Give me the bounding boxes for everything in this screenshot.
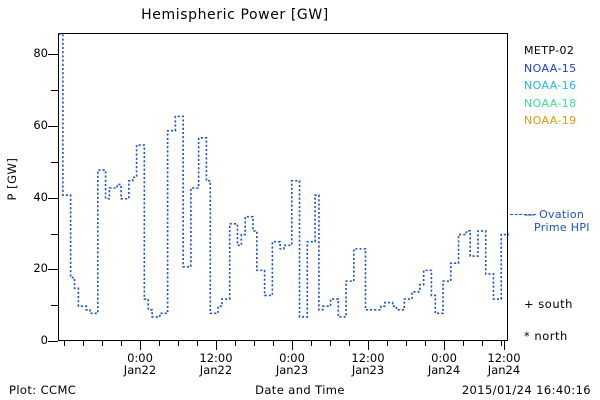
y-axis-minor-tick bbox=[51, 90, 58, 92]
x-axis-minor-tick bbox=[234, 341, 236, 346]
x-tick-date: Jan22 bbox=[123, 363, 157, 377]
footer-plot-credit: Plot: CCMC bbox=[9, 383, 77, 397]
x-axis-minor-tick bbox=[387, 341, 388, 346]
x-axis-minor-tick bbox=[349, 341, 350, 346]
y-axis-tick bbox=[48, 197, 58, 199]
ovation-legend-line2: Prime HPI bbox=[534, 221, 590, 234]
x-axis-minor-tick bbox=[272, 341, 274, 346]
x-axis-tick-label: 0:00 Jan22 bbox=[100, 352, 180, 376]
legend-item-noaa-18: NOAA-18 bbox=[524, 96, 577, 110]
x-axis-tick bbox=[503, 341, 505, 350]
x-tick-time: 12:00 bbox=[351, 351, 385, 365]
legend-item-noaa-19: NOAA-19 bbox=[524, 114, 577, 127]
y-axis-tick bbox=[48, 54, 58, 56]
x-axis-tick bbox=[215, 341, 217, 350]
y-axis-tick-label: 60 bbox=[33, 118, 48, 133]
y-axis-tick-label: 40 bbox=[33, 189, 48, 204]
x-axis-minor-tick bbox=[253, 341, 255, 346]
y-axis-tick bbox=[48, 126, 58, 128]
legend-item-noaa-16: NOAA-16 bbox=[524, 79, 577, 92]
y-axis-minor-tick bbox=[51, 305, 58, 307]
x-axis-minor-tick bbox=[196, 341, 198, 346]
x-axis-tick bbox=[292, 341, 293, 350]
legend-symbol-south: + south bbox=[524, 297, 573, 311]
legend-item-noaa-15: NOAA-15 bbox=[524, 61, 577, 75]
x-tick-date: Jan24 bbox=[487, 363, 521, 377]
x-axis-title: Date and Time bbox=[255, 383, 345, 397]
x-axis-tick-label: 0:00 Jan23 bbox=[252, 352, 332, 376]
x-axis-minor-tick bbox=[406, 341, 407, 346]
x-axis-minor-tick bbox=[158, 341, 160, 346]
x-axis-minor-tick bbox=[311, 341, 312, 346]
ovation-legend-label: — Ovation Prime HPI bbox=[524, 208, 590, 234]
x-axis-minor-tick bbox=[177, 341, 179, 346]
x-tick-time: 12:00 bbox=[199, 351, 233, 365]
y-axis-title: P [GW] bbox=[5, 157, 19, 201]
legend-symbol-north: * north bbox=[524, 329, 568, 343]
x-tick-date: Jan23 bbox=[275, 363, 309, 377]
x-tick-time: 0:00 bbox=[431, 351, 457, 365]
satellite-legend: METP-02 NOAA-15 NOAA-16 NOAA-18 NOAA-19 bbox=[524, 42, 577, 130]
x-axis-tick bbox=[444, 341, 445, 350]
x-axis-tick-label: 12:00 Jan23 bbox=[328, 352, 408, 376]
x-axis-tick bbox=[139, 341, 141, 350]
y-axis-tick bbox=[48, 269, 58, 271]
x-tick-date: Jan23 bbox=[351, 363, 385, 377]
x-axis-minor-tick bbox=[101, 341, 103, 346]
plot-area bbox=[58, 33, 509, 341]
x-axis-minor-tick bbox=[330, 341, 331, 346]
x-axis-minor-tick bbox=[82, 341, 84, 346]
x-tick-time: 0:00 bbox=[127, 351, 153, 365]
x-tick-time: 0:00 bbox=[279, 351, 305, 365]
series-path bbox=[59, 33, 509, 318]
x-axis-minor-tick bbox=[482, 341, 483, 346]
data-series-ovation-prime-hpi bbox=[59, 33, 509, 318]
y-axis-tick-label: 20 bbox=[33, 261, 48, 276]
x-axis-minor-tick bbox=[501, 341, 502, 346]
ovation-legend-line-icon bbox=[510, 214, 536, 215]
chart-title: Hemispheric Power [GW] bbox=[141, 7, 329, 23]
y-axis-tick-label: 0 bbox=[40, 333, 48, 347]
x-axis-minor-tick bbox=[425, 341, 426, 346]
legend-item-metp-02: METP-02 bbox=[524, 44, 575, 57]
y-axis-minor-tick bbox=[51, 233, 58, 235]
x-axis-tick-label: 0:00 Jan24 bbox=[404, 352, 484, 376]
y-axis-tick-label: 80 bbox=[33, 46, 48, 61]
x-axis-tick bbox=[368, 341, 369, 350]
y-axis-tick bbox=[48, 341, 58, 342]
y-axis-minor-tick bbox=[51, 161, 58, 163]
ovation-legend-line1: — Ovation bbox=[524, 208, 585, 221]
x-tick-date: Jan22 bbox=[199, 363, 233, 377]
x-axis-minor-tick bbox=[463, 341, 464, 346]
x-axis-minor-tick bbox=[63, 341, 65, 346]
x-axis-tick-label: 12:00 Jan22 bbox=[176, 352, 256, 376]
footer-timestamp: 2015/01/24 16:40:16 bbox=[461, 383, 591, 397]
x-axis-minor-tick bbox=[120, 341, 122, 346]
x-axis-tick-label: 12:00 Jan24 bbox=[464, 352, 544, 376]
x-tick-date: Jan24 bbox=[427, 363, 461, 377]
x-tick-time: 12:00 bbox=[487, 351, 521, 365]
